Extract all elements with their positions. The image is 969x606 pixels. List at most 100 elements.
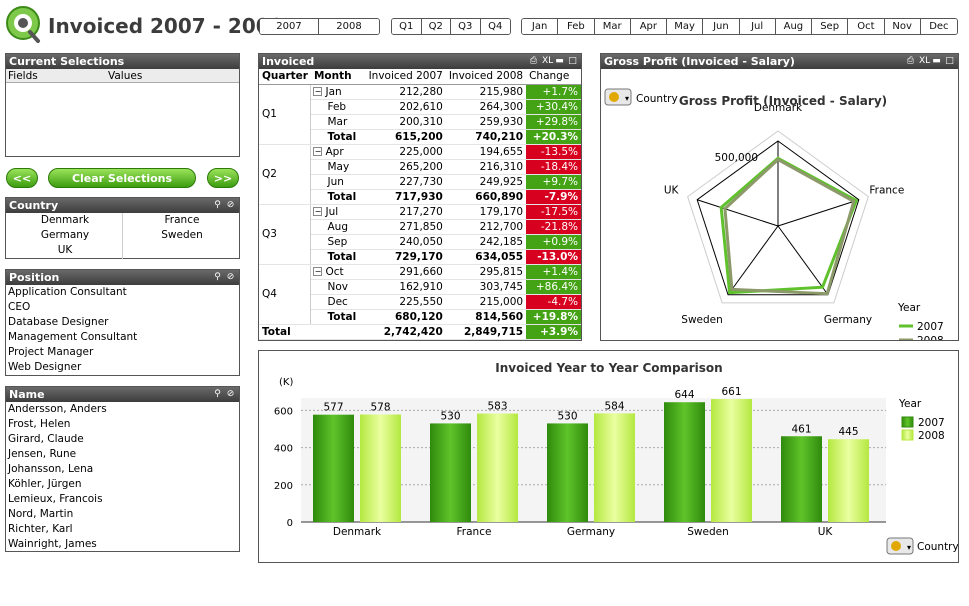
- clear-icon[interactable]: ⊘: [226, 389, 235, 399]
- bar-2007-UK[interactable]: [781, 436, 822, 522]
- cycle-dimension-button[interactable]: ▾: [604, 88, 632, 106]
- maximize-icon[interactable]: □: [945, 56, 954, 66]
- quarter-cell[interactable]: Q2: [259, 144, 312, 205]
- bar-2008-Germany[interactable]: [594, 413, 635, 522]
- quarter-cell[interactable]: Q4: [259, 264, 312, 325]
- excel-export-icon[interactable]: XL: [542, 56, 554, 66]
- bar-2008-Denmark[interactable]: [360, 414, 401, 522]
- listbox-item[interactable]: Andersson, Anders: [8, 403, 107, 415]
- collapse-icon[interactable]: −: [313, 207, 323, 216]
- month-button[interactable]: Aug: [775, 19, 812, 34]
- search-icon[interactable]: ⚲: [214, 272, 221, 282]
- excel-export-icon[interactable]: XL: [919, 56, 931, 66]
- back-button[interactable]: <<: [6, 168, 38, 188]
- month-cell[interactable]: Sep: [310, 234, 366, 250]
- month-cell[interactable]: Total: [310, 309, 366, 325]
- month-button[interactable]: Mar: [594, 19, 631, 34]
- bar-2008-Sweden[interactable]: [711, 399, 752, 522]
- month-cell[interactable]: − Jan: [310, 84, 366, 100]
- collapse-icon[interactable]: −: [313, 267, 323, 276]
- month-cell[interactable]: Feb: [310, 99, 366, 115]
- column-header[interactable]: Invoiced 2007: [365, 69, 446, 85]
- bar-2007-Sweden[interactable]: [664, 402, 705, 522]
- listbox-item[interactable]: Web Designer: [8, 361, 82, 373]
- legend-item[interactable]: 2008: [918, 430, 945, 442]
- listbox-item[interactable]: Lemieux, Francois: [8, 493, 103, 505]
- quarter-cell[interactable]: Q1: [259, 84, 312, 145]
- clear-selections-button[interactable]: Clear Selections: [48, 168, 196, 188]
- month-cell[interactable]: − Oct: [310, 264, 366, 280]
- bar-2007-Denmark[interactable]: [313, 414, 354, 522]
- listbox-item[interactable]: Germany: [40, 229, 90, 241]
- month-button[interactable]: Apr: [630, 19, 667, 34]
- collapse-icon[interactable]: −: [313, 147, 323, 156]
- month-cell[interactable]: − Jul: [310, 204, 366, 220]
- quarter-button[interactable]: Q1: [392, 19, 422, 34]
- month-button[interactable]: Jun: [703, 19, 740, 34]
- forward-button[interactable]: >>: [207, 168, 239, 188]
- clear-icon[interactable]: ⊘: [226, 272, 235, 282]
- listbox-item[interactable]: CEO: [8, 301, 31, 313]
- month-cell[interactable]: Nov: [310, 279, 366, 295]
- month-button[interactable]: Jan: [522, 19, 559, 34]
- quarter-button[interactable]: Q4: [480, 19, 510, 34]
- month-button[interactable]: Feb: [558, 19, 595, 34]
- quarter-cell[interactable]: Q3: [259, 204, 312, 265]
- minimize-icon[interactable]: ▬: [932, 56, 941, 66]
- month-button[interactable]: May: [667, 19, 704, 34]
- month-button[interactable]: Dec: [920, 19, 957, 34]
- listbox-item[interactable]: Project Manager: [8, 346, 94, 358]
- print-icon[interactable]: ⎙: [906, 56, 915, 66]
- listbox-item[interactable]: UK: [57, 244, 73, 256]
- month-cell[interactable]: Total: [310, 249, 366, 265]
- month-cell[interactable]: Jun: [310, 174, 366, 190]
- bar-2007-Germany[interactable]: [547, 423, 588, 522]
- listbox-item[interactable]: Nord, Martin: [8, 508, 74, 520]
- listbox-item[interactable]: France: [164, 214, 200, 226]
- bar-2007-France[interactable]: [430, 423, 471, 522]
- radar-series-2007[interactable]: [719, 156, 859, 295]
- listbox-item[interactable]: Sweden: [161, 229, 203, 241]
- listbox-item[interactable]: Application Consultant: [8, 286, 127, 298]
- search-icon[interactable]: ⚲: [214, 200, 221, 210]
- search-icon[interactable]: ⚲: [214, 389, 221, 399]
- legend-item[interactable]: 2007: [918, 417, 945, 429]
- month-cell[interactable]: Aug: [310, 219, 366, 235]
- month-cell[interactable]: May: [310, 159, 366, 175]
- listbox-item[interactable]: Johansson, Lena: [8, 463, 94, 475]
- listbox-item[interactable]: Richter, Karl: [8, 523, 73, 535]
- listbox-item[interactable]: Köhler, Jürgen: [8, 478, 82, 490]
- year-button[interactable]: 2007: [260, 19, 320, 34]
- cycle-dimension-button[interactable]: ▾: [886, 537, 914, 555]
- column-header[interactable]: Change: [526, 69, 581, 85]
- month-cell[interactable]: Total: [310, 129, 366, 145]
- column-header[interactable]: Quarter: [259, 69, 311, 85]
- listbox-item[interactable]: Jensen, Rune: [8, 448, 77, 460]
- clear-icon[interactable]: ⊘: [226, 200, 235, 210]
- month-button[interactable]: Oct: [848, 19, 885, 34]
- print-icon[interactable]: ⎙: [529, 56, 538, 66]
- month-button[interactable]: Nov: [884, 19, 921, 34]
- collapse-icon[interactable]: −: [313, 87, 323, 96]
- listbox-item[interactable]: Denmark: [40, 214, 90, 226]
- month-cell[interactable]: − Apr: [310, 144, 366, 160]
- listbox-item[interactable]: Database Designer: [8, 316, 109, 328]
- quarter-button[interactable]: Q3: [451, 19, 481, 34]
- listbox-item[interactable]: Frost, Helen: [8, 418, 71, 430]
- month-button[interactable]: Jul: [739, 19, 776, 34]
- column-header[interactable]: Invoiced 2008: [445, 69, 527, 85]
- radar-series-2008[interactable]: [723, 157, 856, 296]
- month-cell[interactable]: Mar: [310, 114, 366, 130]
- month-cell[interactable]: Dec: [310, 294, 366, 310]
- month-button[interactable]: Sep: [812, 19, 849, 34]
- listbox-item[interactable]: Girard, Claude: [8, 433, 84, 445]
- quarter-button[interactable]: Q2: [421, 19, 451, 34]
- column-header[interactable]: Month: [310, 69, 366, 85]
- minimize-icon[interactable]: ▬: [555, 56, 564, 66]
- legend-item[interactable]: 2007: [917, 321, 944, 333]
- year-button[interactable]: 2008: [319, 19, 379, 34]
- bar-2008-France[interactable]: [477, 413, 518, 522]
- maximize-icon[interactable]: □: [568, 56, 577, 66]
- month-cell[interactable]: Total: [310, 189, 366, 205]
- legend-item[interactable]: 2008: [917, 335, 944, 347]
